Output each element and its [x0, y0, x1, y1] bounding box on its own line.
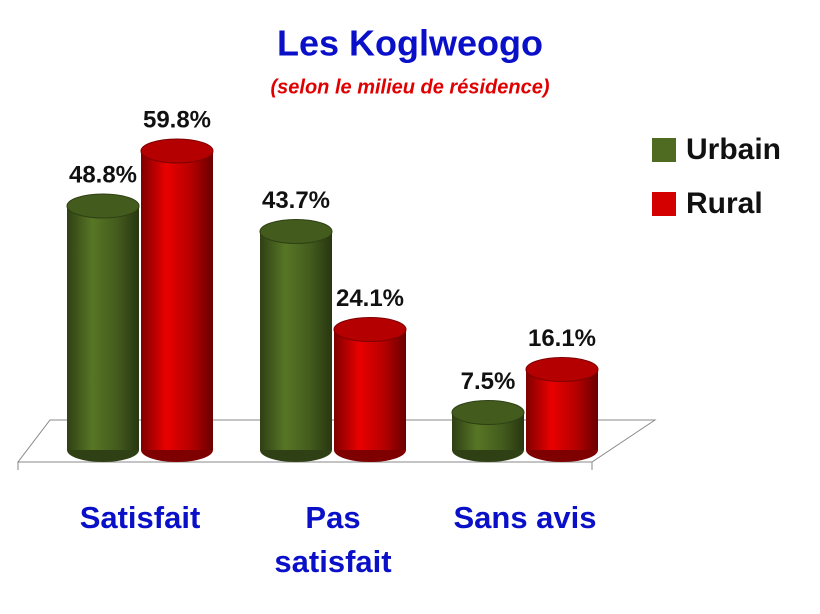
cylinder-bar	[333, 317, 407, 462]
cylinder-bar	[140, 138, 214, 462]
cylinder-body	[526, 369, 598, 450]
cylinder-bar	[451, 400, 525, 462]
legend-swatch	[652, 138, 676, 162]
x-tick-label: Sans avis	[453, 500, 597, 535]
cylinder-bar	[259, 219, 333, 462]
value-label: 7.5%	[461, 368, 516, 395]
cylinder-top	[333, 317, 407, 342]
value-label: 24.1%	[336, 285, 404, 312]
cylinder-bar	[66, 193, 140, 462]
cylinder-top	[140, 138, 214, 164]
cylinder-top	[259, 219, 333, 244]
value-label: 48.8%	[69, 161, 137, 188]
chart-subtitle: (selon le milieu de résidence)	[271, 76, 550, 98]
legend-label: Urbain	[686, 133, 781, 166]
cylinder-top	[451, 400, 525, 425]
cylinder-bar	[525, 357, 599, 462]
x-tick-label: Pas satisfait	[274, 500, 392, 579]
value-label: 59.8%	[143, 106, 211, 133]
chart-title: Les Koglweogo	[277, 23, 543, 64]
cylinder-top	[525, 357, 599, 382]
x-tick-label: Satisfait	[79, 500, 201, 535]
value-label: 16.1%	[528, 325, 596, 352]
cylinder-top	[66, 193, 140, 219]
cylinder-body	[67, 206, 139, 450]
value-label: 43.7%	[262, 187, 330, 214]
cylinder-body	[141, 151, 213, 450]
cylinder-body	[260, 231, 332, 450]
legend-label: Rural	[686, 187, 763, 220]
legend-swatch	[652, 192, 676, 216]
cylinder-body	[334, 329, 406, 450]
